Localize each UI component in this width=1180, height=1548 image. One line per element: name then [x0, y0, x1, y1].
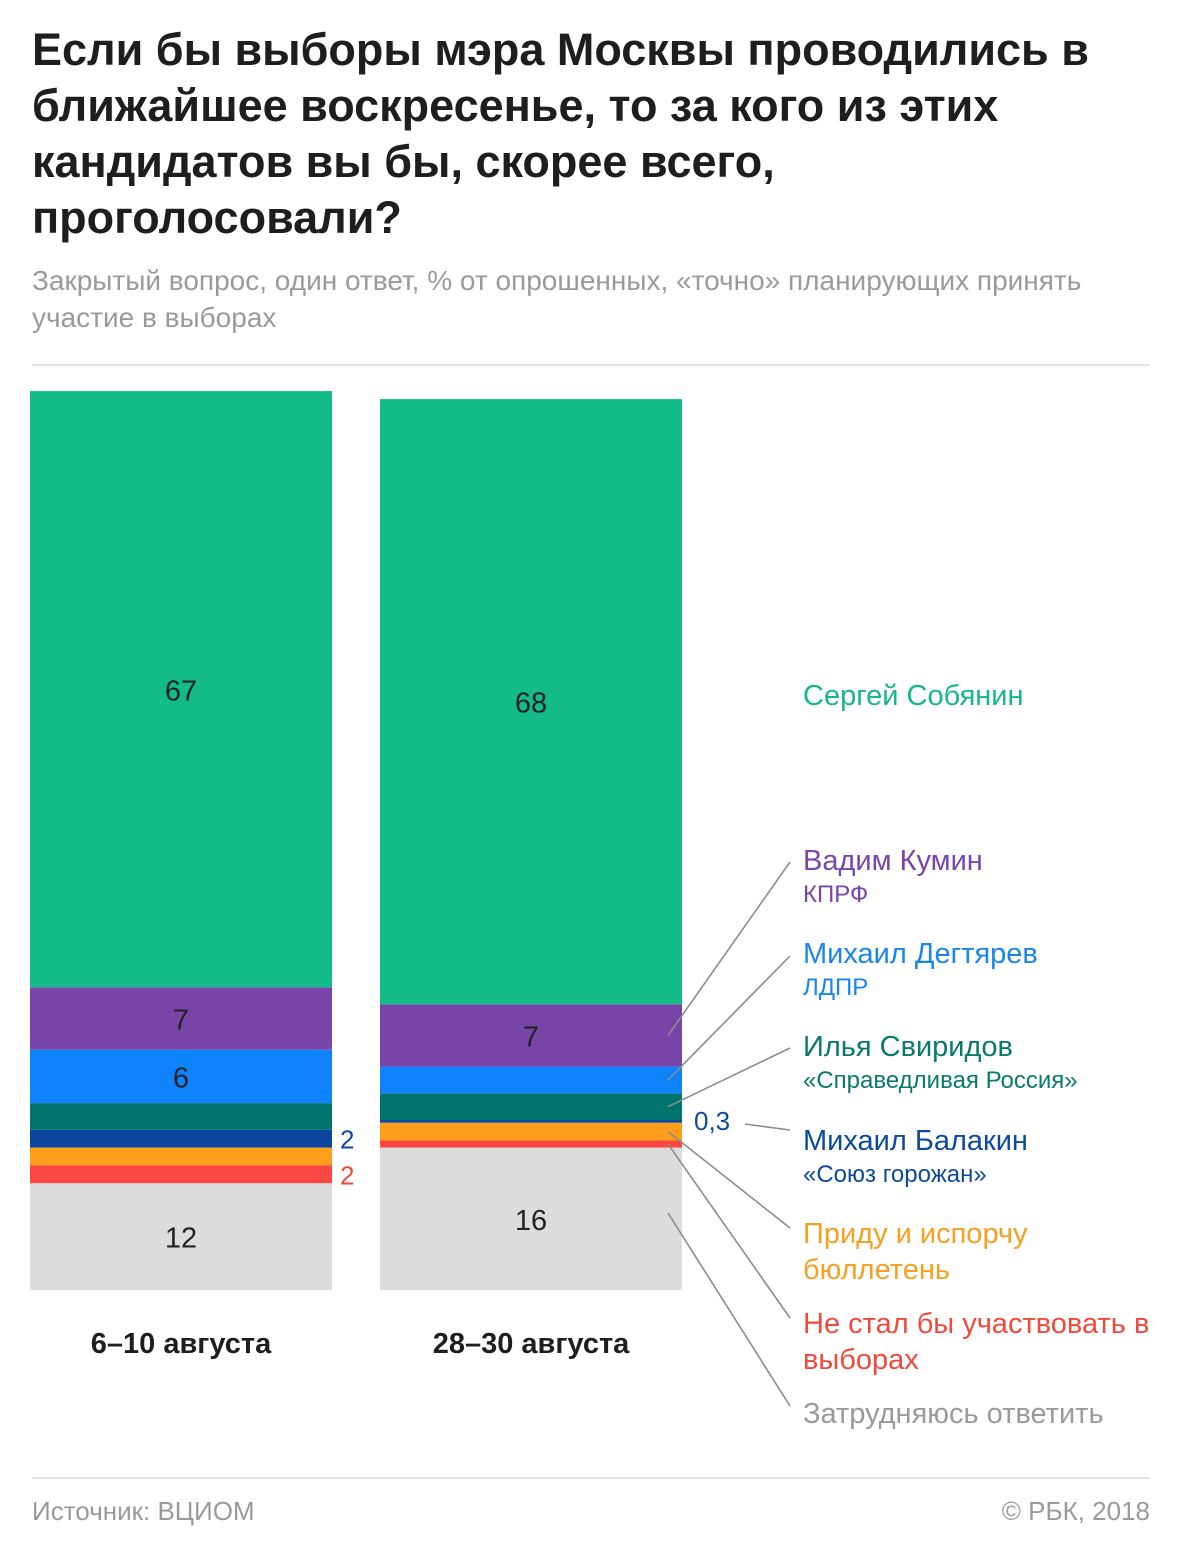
bar-segment-1-3	[30, 1129, 332, 1148]
bar-segment-2-1	[380, 1140, 682, 1148]
legend-sobyanin-name: Сергей Собянин	[803, 680, 1024, 712]
bar-segment-1-6	[30, 987, 332, 1050]
bar-segment-2-3	[380, 1120, 682, 1123]
bar-segment-2-2	[380, 1122, 682, 1141]
bar-segment-2-7	[380, 399, 682, 1005]
legend-kumin-party: КПРФ	[803, 881, 869, 908]
leader-line-затрудняюсь-ответить	[667, 1212, 791, 1407]
legend-sviridov-party: «Справедливая Россия»	[803, 1067, 1078, 1094]
leader-line-михаил-дегтярев	[667, 955, 791, 1081]
data-label-2-6: 7	[523, 1021, 539, 1053]
source-note: Источник: ВЦИОМ	[32, 1496, 255, 1526]
category-label-1: 6–10 августа	[90, 1328, 272, 1360]
bottom-divider	[32, 1477, 1150, 1479]
legend-spoil: Приду и испорчу бюллетень	[803, 1216, 1103, 1288]
bar-segment-1-4	[30, 1103, 332, 1130]
legend-undecided: Затрудняюсь ответить	[803, 1396, 1104, 1432]
leader-line-не-стал-бы-участвовать-в-выборах	[667, 1143, 791, 1319]
data-label-1-5: 6	[173, 1062, 189, 1094]
bar-segment-1-0	[30, 1183, 332, 1290]
legend-spoil-name: Приду и испорчу бюллетень	[803, 1218, 1028, 1286]
bar-segment-1-1	[30, 1165, 332, 1184]
data-label-2-0: 16	[515, 1205, 547, 1237]
legend-balakin-party: «Союз горожан»	[803, 1161, 987, 1188]
leader-line-илья-свиридов	[667, 1047, 791, 1108]
legend-sviridov: Илья Свиридов «Справедливая Россия»	[803, 1029, 1078, 1097]
category-label-2: 28–30 августа	[432, 1328, 630, 1360]
legend-undecided-name: Затрудняюсь ответить	[803, 1398, 1104, 1430]
legend-degtyarev-party: ЛДПР	[803, 974, 869, 1001]
legend-degtyarev-name: Михаил Дегтярев	[803, 938, 1038, 970]
data-label-1-1: 2	[340, 1160, 354, 1190]
data-label-2-3: 0,3	[694, 1106, 730, 1136]
legend-kumin: Вадим Кумин КПРФ	[803, 843, 983, 911]
legend-degtyarev: Михаил Дегтярев ЛДПР	[803, 936, 1038, 1004]
data-label-1-7: 67	[165, 675, 197, 707]
leader-line-вадим-кумин	[667, 861, 791, 1036]
bar-segment-2-5	[380, 1066, 682, 1094]
legend-balakin: Михаил Балакин «Союз горожан»	[803, 1123, 1028, 1191]
top-divider	[32, 364, 1150, 366]
bar-segment-1-5	[30, 1049, 332, 1104]
legend-notvote: Не стал бы участвовать в выборах	[803, 1306, 1173, 1378]
data-label-1-6: 7	[173, 1005, 189, 1037]
legend-sviridov-name: Илья Свиридов	[803, 1031, 1013, 1063]
chart-subtitle: Закрытый вопрос, один ответ, % от опроше…	[32, 265, 1082, 333]
chart-title: Если бы выборы мэра Москвы проводились в…	[32, 24, 1089, 243]
bar-segment-2-0	[380, 1147, 682, 1290]
legend-notvote-name: Не стал бы участвовать в выборах	[803, 1308, 1150, 1376]
legend-balakin-name: Михаил Балакин	[803, 1125, 1028, 1157]
legend-kumin-name: Вадим Кумин	[803, 845, 983, 877]
legend-sobyanin: Сергей Собянин	[803, 678, 1024, 714]
data-label-2-7: 68	[515, 688, 547, 720]
bar-segment-2-4	[380, 1093, 682, 1121]
bar-segment-2-6	[380, 1004, 682, 1067]
bar-segment-1-7	[30, 391, 332, 988]
leader-line-михаил-балакин	[744, 1123, 791, 1131]
bar-segment-1-2	[30, 1147, 332, 1166]
data-label-1-3: 2	[340, 1125, 354, 1155]
copyright: © РБК, 2018	[1001, 1496, 1150, 1526]
data-label-1-0: 12	[165, 1223, 197, 1255]
leader-line-приду-и-испорчу-бюллетень	[667, 1130, 791, 1229]
